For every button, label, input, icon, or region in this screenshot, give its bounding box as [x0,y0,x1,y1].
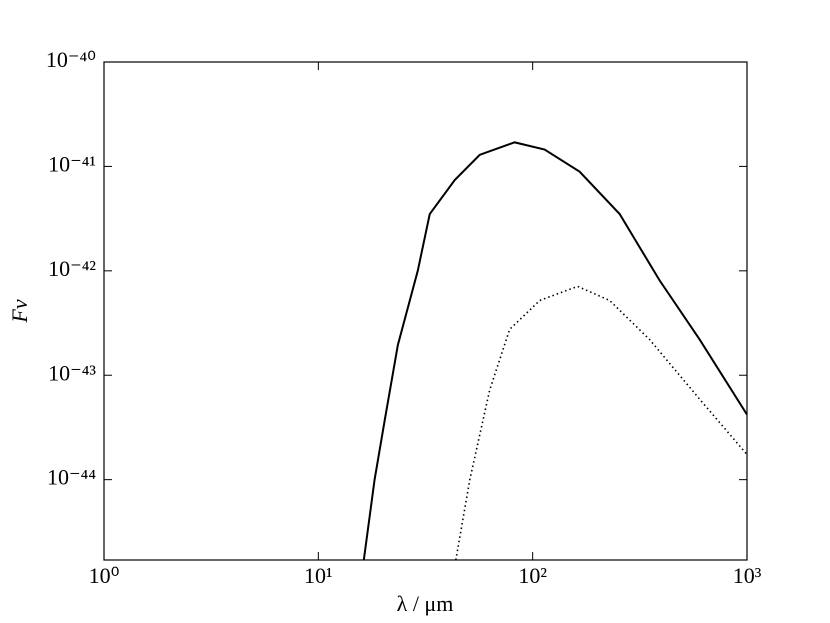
plot-frame [103,61,748,561]
x-tick-label: 10³ [733,563,762,588]
x-tick-label: 10⁰ [89,563,120,588]
y-tick-label: 10⁻⁴⁰ [46,47,96,72]
y-tick-label: 10⁻⁴² [48,256,96,281]
y-tick-label: 10⁻⁴³ [48,360,96,385]
y-tick-label: 10⁻⁴¹ [48,151,96,176]
line-series [362,141,747,560]
x-tick-label: 10² [518,563,547,588]
x-tick-label: 10¹ [304,563,333,588]
line-series [455,285,747,560]
y-axis-label: Fν [7,299,32,323]
x-axis-label: λ / μm [397,591,454,616]
y-tick-label: 10⁻⁴⁴ [47,465,96,490]
